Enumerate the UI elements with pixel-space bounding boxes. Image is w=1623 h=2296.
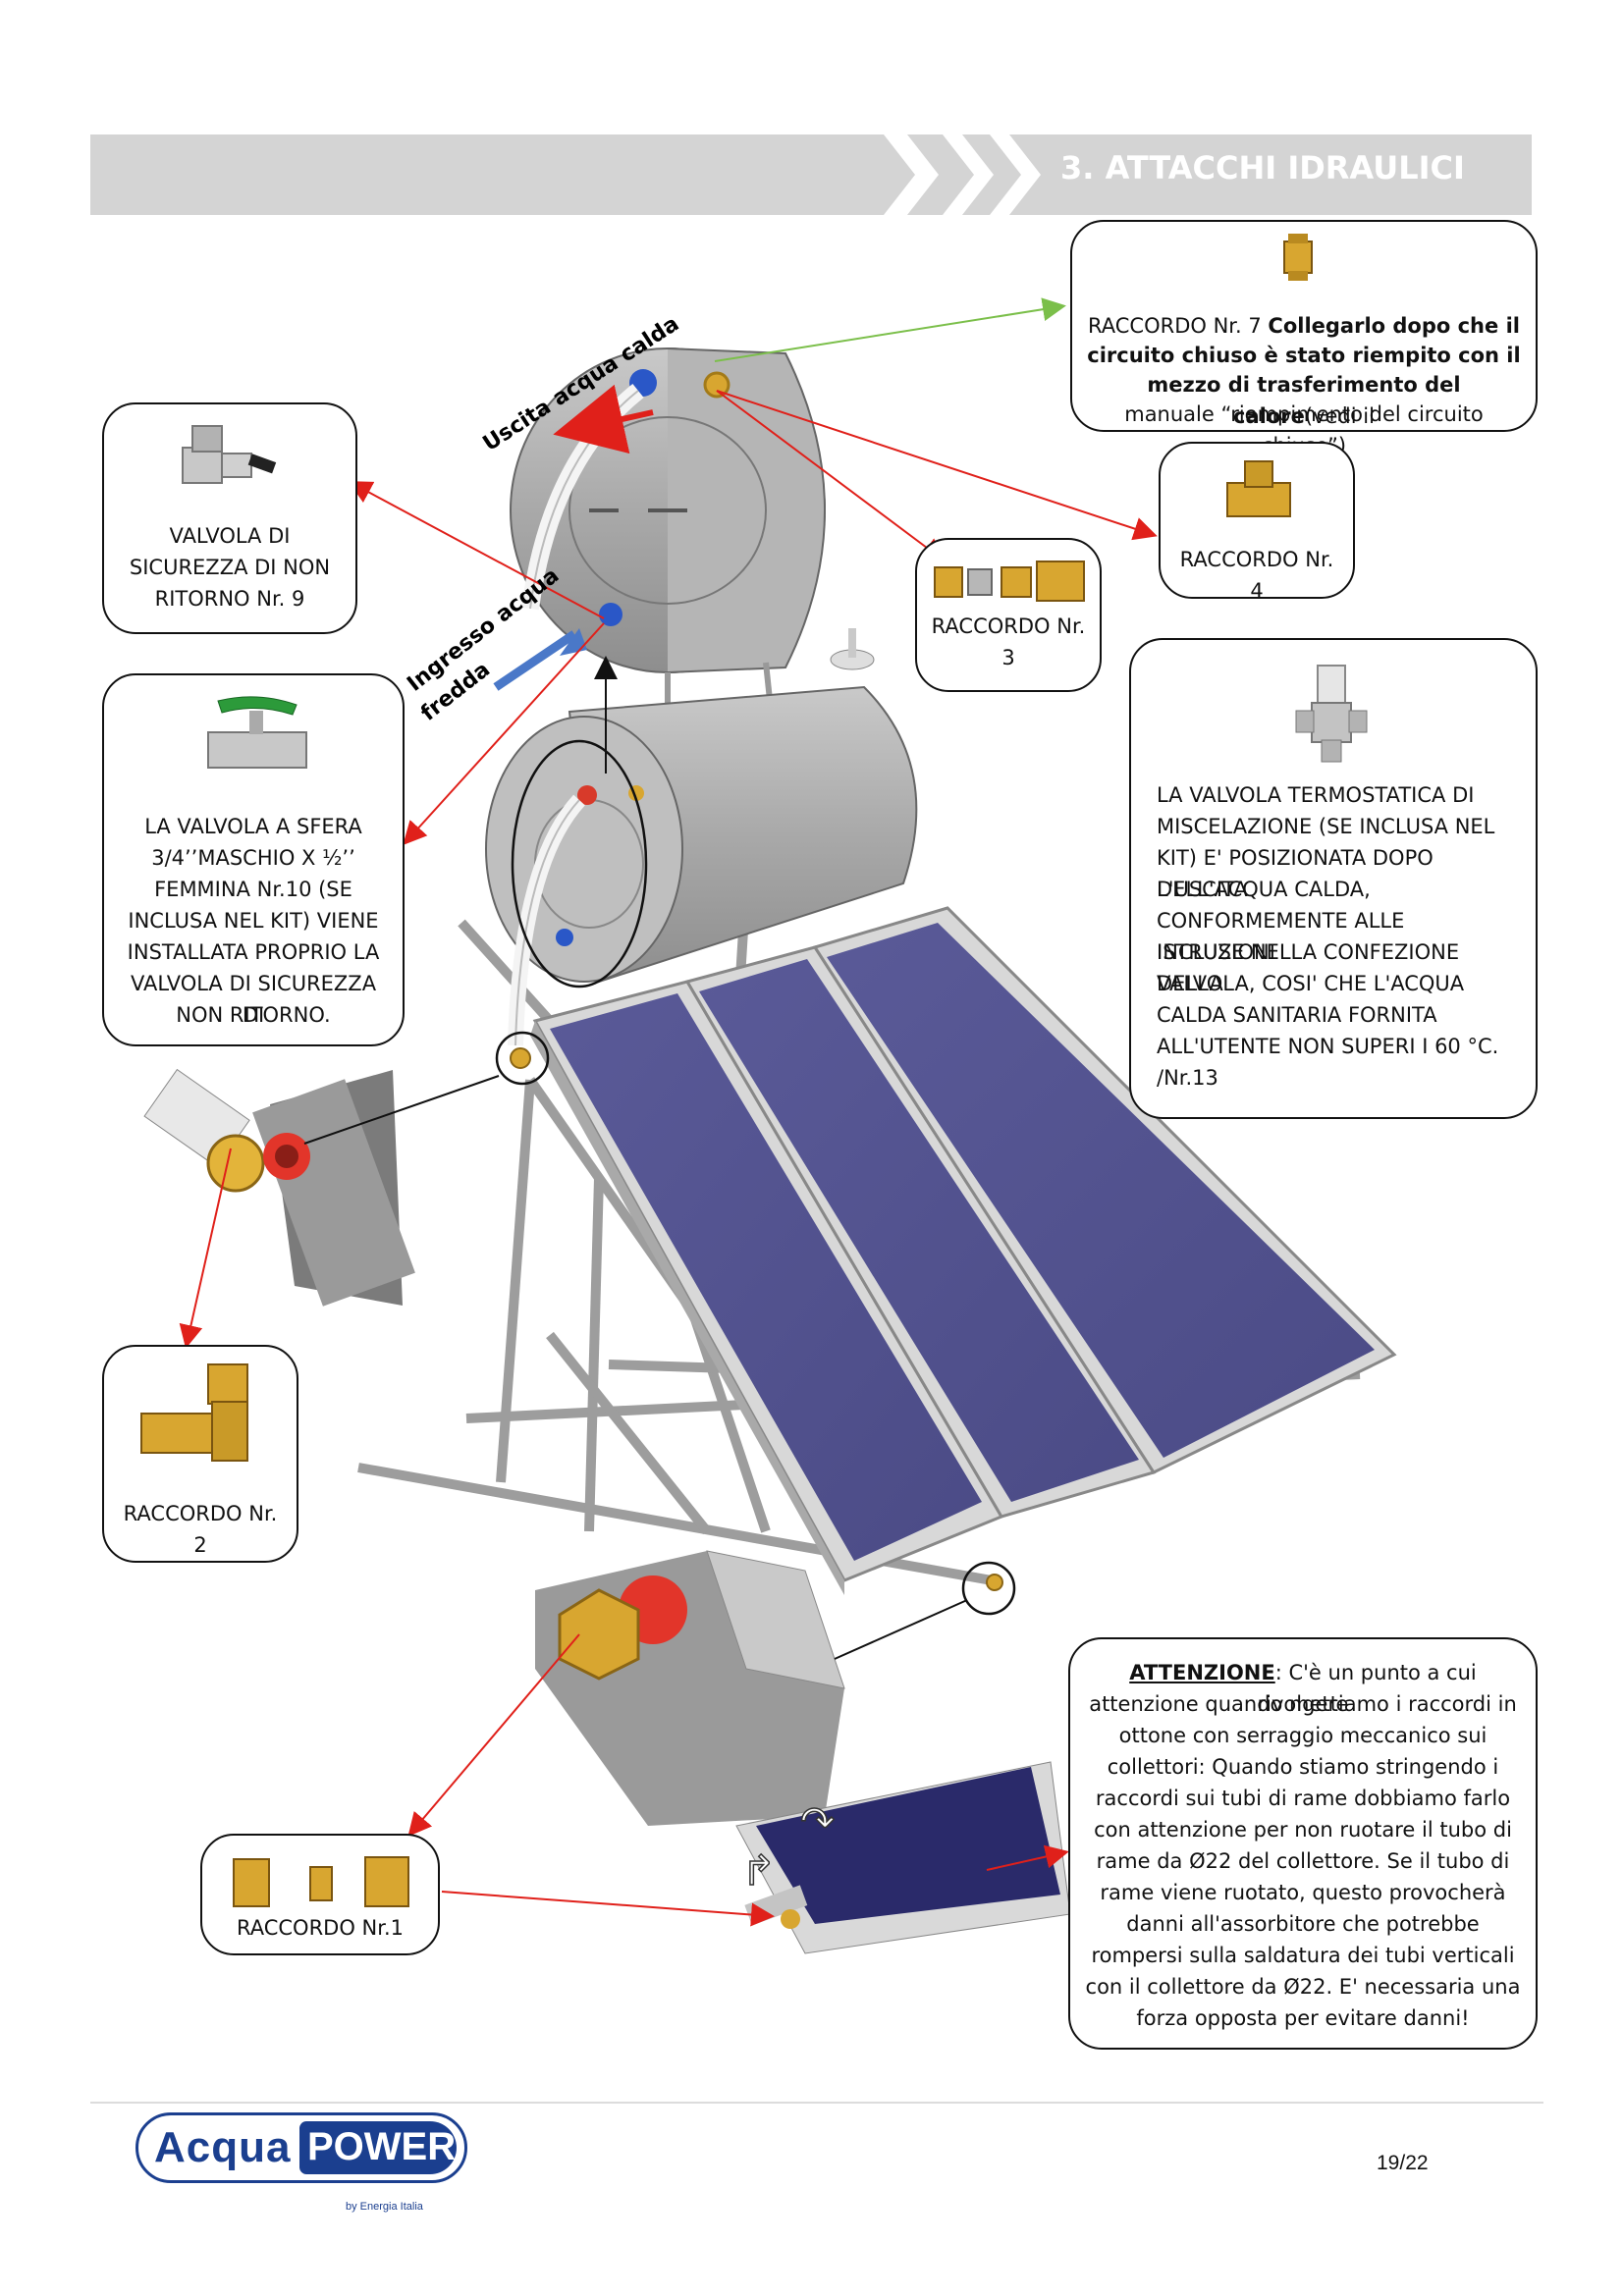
valvola10-line6: VALVOLA DI SICUREZZA DI bbox=[130, 972, 377, 1027]
attenzione-line4: collettori: Quando stiamo stringendo i bbox=[1107, 1755, 1499, 1779]
thermostatic-valve-icon bbox=[1295, 665, 1368, 763]
valvola10-line2: 3/4’’MASCHIO X ½’’ bbox=[151, 846, 355, 870]
callout-raccordo-7: RACCORDO Nr. 7 Collegarlo dopo che il ci… bbox=[1070, 220, 1538, 457]
attenzione-line8: rame viene ruotato, questo provocherà bbox=[1100, 1881, 1506, 1904]
valvola10-line3: FEMMINA Nr.10 (SE bbox=[154, 878, 352, 901]
callout-attenzione: ATTENZIONE: C'è un punto a cui rivolgere… bbox=[1068, 1637, 1538, 2050]
valvola10-line5: INSTALLATA PROPRIO LA bbox=[127, 940, 380, 964]
callout-raccordo-2: RACCORDO Nr. 2 bbox=[102, 1345, 298, 1563]
attenzione-line9: danni all'assorbitore che potrebbe bbox=[1126, 1912, 1480, 1936]
attenzione-line10: rompersi sulla saldatura dei tubi vertic… bbox=[1091, 1944, 1515, 1967]
valvola13-line2: MISCELAZIONE (SE INCLUSA NEL bbox=[1157, 815, 1495, 838]
valvola9-line3: RITORNO Nr. 9 bbox=[154, 587, 305, 611]
callout-raccordo-1: RACCORDO Nr.1 bbox=[200, 1834, 440, 1955]
page-title: 3. ATTACCHI IDRAULICI bbox=[1060, 149, 1465, 187]
safety-valve-icon bbox=[182, 425, 277, 484]
valvola13-line1: LA VALVOLA TERMOSTATICA DI bbox=[1157, 783, 1475, 807]
attenzione-line7: rame da Ø22 del collettore. Se il tubo d… bbox=[1096, 1849, 1510, 1873]
fitting-3-icon bbox=[934, 561, 1085, 602]
page-number: 19/22 bbox=[1377, 2152, 1429, 2174]
logo-acqua-text: Acqua bbox=[154, 2123, 292, 2171]
header-chevrons bbox=[884, 134, 1041, 215]
valvola13-line8: CALDA SANITARIA FORNITA bbox=[1157, 1003, 1437, 1027]
attenzione-line1: : C'è un punto a cui rivolgere bbox=[1257, 1661, 1477, 1716]
raccordo7-bold3: mezzo di trasferimento del calore bbox=[1147, 373, 1461, 428]
raccordo4-text: RACCORDO Nr. 4 bbox=[1179, 548, 1334, 603]
collector-fitting-detail bbox=[535, 1550, 845, 1826]
raccordo3-line2: 3 bbox=[1001, 646, 1015, 669]
callout-valvola-9: VALVOLA DI SICUREZZA DI NON RITORNO Nr. … bbox=[102, 402, 357, 634]
fitting-4-icon bbox=[1226, 460, 1291, 517]
attenzione-line5: raccordi sui tubi di rame dobbiamo farlo bbox=[1095, 1787, 1511, 1810]
valvola9-line2: SICUREZZA DI NON bbox=[129, 556, 331, 579]
valvola13-line6: INCLUSE NELLA CONFEZIONE DELLA bbox=[1157, 940, 1460, 995]
callout-raccordo-3: RACCORDO Nr. 3 bbox=[915, 538, 1102, 692]
raccordo7-prefix: RACCORDO Nr. 7 bbox=[1088, 314, 1269, 338]
valvola10-line7: NON RITORNO. bbox=[176, 1003, 331, 1027]
raccordo3-line1: RACCORDO Nr. bbox=[931, 614, 1086, 638]
logo-power-text: POWER bbox=[307, 2125, 457, 2168]
elbow-detail bbox=[143, 1068, 415, 1307]
attenzione-line11: con il collettore da Ø22. E' necessaria … bbox=[1085, 1975, 1521, 1999]
raccordo7-tail3: (vedi il bbox=[1304, 404, 1375, 428]
attenzione-line6: con attenzione per non ruotare il tubo d… bbox=[1094, 1818, 1512, 1842]
valvola9-line1: VALVOLA DI bbox=[169, 524, 291, 548]
tank bbox=[485, 685, 918, 1046]
callout-raccordo-4: RACCORDO Nr. 4 bbox=[1159, 442, 1355, 603]
valvola10-line1: LA VALVOLA A SFERA bbox=[144, 815, 362, 838]
raccordo7-bold1: Collegarlo dopo che il bbox=[1268, 314, 1520, 338]
callout-valvola-13: LA VALVOLA TERMOSTATICA DI MISCELAZIONE … bbox=[1129, 638, 1538, 1119]
svg-text:↱: ↱ bbox=[741, 1846, 776, 1895]
logo-power-background bbox=[299, 2121, 457, 2174]
fitting-7-icon bbox=[1283, 234, 1313, 281]
callout-valvola-10: LA VALVOLA A SFERA 3/4’’MASCHIO X ½’’ FE… bbox=[102, 673, 405, 1046]
valvola13-line10: /Nr.13 bbox=[1157, 1066, 1218, 1090]
fitting-1-icon bbox=[233, 1856, 409, 1907]
ball-valve-icon bbox=[207, 696, 307, 769]
attenzione-title: ATTENZIONE bbox=[1129, 1661, 1275, 1684]
raccordo1-text: RACCORDO Nr.1 bbox=[236, 1916, 404, 1940]
svg-text:↷: ↷ bbox=[800, 1797, 835, 1845]
valvola13-line3: KIT) E' POSIZIONATA DOPO L'USCITA bbox=[1157, 846, 1434, 901]
footer-divider bbox=[90, 2102, 1543, 2104]
rotation-detail: ↱ ↷ bbox=[735, 1761, 1071, 1954]
logo-subtitle: by Energia Italia bbox=[346, 2201, 423, 2213]
attenzione-line2: attenzione quando mettiamo i raccordi in bbox=[1089, 1692, 1517, 1716]
valvola10-line4: INCLUSA NEL KIT) VIENE bbox=[128, 909, 379, 933]
attenzione-line3: ottone con serraggio meccanico sui bbox=[1118, 1724, 1488, 1747]
raccordo7-bold2: circuito chiuso è stato riempito con il bbox=[1087, 344, 1521, 367]
tank-zoom bbox=[493, 347, 875, 757]
acqua-power-logo: Acqua POWER bbox=[135, 2112, 467, 2183]
valvola13-line7: VALVOLA, COSI' CHE L'ACQUA bbox=[1157, 972, 1465, 995]
raccordo2-text: RACCORDO Nr. 2 bbox=[123, 1502, 278, 1557]
header-bar bbox=[90, 134, 1532, 215]
fitting-2-icon bbox=[140, 1363, 248, 1462]
valvola13-line9: ALL'UTENTE NON SUPERI I 60 °C. bbox=[1157, 1035, 1499, 1058]
attenzione-line12: forza opposta per evitare danni! bbox=[1136, 2006, 1470, 2030]
valvola13-line5: CONFORMEMENTE ALLE ISTRUZIONI bbox=[1157, 909, 1405, 964]
solar-panels bbox=[510, 906, 1397, 1595]
valvola13-line4: DELL'ACQUA CALDA, bbox=[1157, 878, 1371, 901]
